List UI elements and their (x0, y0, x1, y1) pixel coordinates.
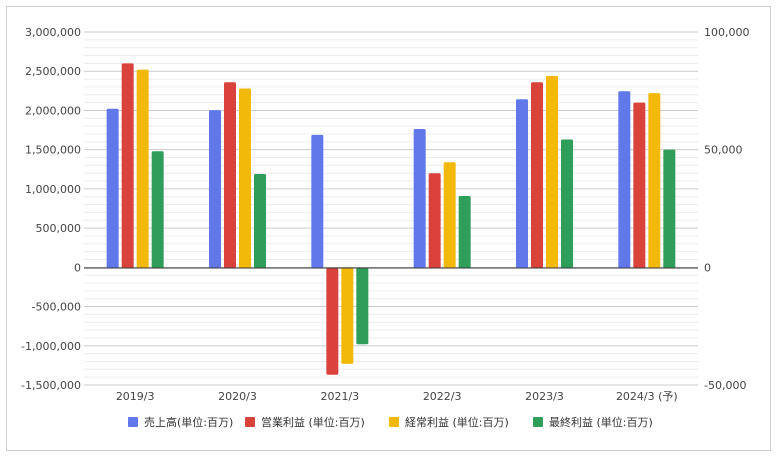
left-tick-label: 1,000,000 (25, 183, 81, 196)
bar-2-2021/3 (326, 268, 339, 375)
legend-label: 売上高(単位:百万) (144, 415, 233, 429)
bar-4-2019/3 (151, 151, 164, 268)
bar-3-2020/3 (239, 88, 251, 268)
bar-2-2024/3 (予) (633, 102, 646, 268)
left-tick-label: -1,500,000 (21, 379, 81, 392)
bar-1-2019/3 (106, 108, 119, 269)
x-tick-label: 2022/3 (423, 390, 462, 403)
x-tick-label: 2019/3 (116, 390, 155, 403)
x-tick-label: 2021/3 (320, 390, 359, 403)
left-tick-label: -1,000,000 (21, 340, 81, 353)
right-tick-label: 0 (704, 261, 711, 274)
left-axis-ticks: 3,000,000 2,500,000 2,000,000 1,500,000 1,00… (21, 26, 81, 392)
x-tick-label: 2020/3 (218, 390, 257, 403)
bars (106, 63, 676, 375)
bar-2-2022/3 (428, 173, 441, 268)
bar-4-2020/3 (254, 173, 266, 268)
legend-swatch (245, 417, 255, 427)
left-tick-label: -500,000 (32, 301, 81, 314)
legend: 売上高(単位:百万) 営業利益 (単位:百万) 経常利益 (単位:百万) 最終利益 (… (128, 415, 653, 429)
bar-1-2023/3 (516, 99, 528, 269)
left-tick-label: 1,500,000 (25, 144, 81, 157)
bar-1-2024/3 (予) (618, 91, 631, 268)
bar-4-2022/3 (458, 195, 471, 268)
bar-3-2023/3 (546, 75, 558, 268)
bar-4-2024/3 (予) (663, 149, 676, 268)
x-tick-label: 2023/3 (525, 390, 564, 403)
bar-4-2021/3 (356, 268, 369, 345)
bar-3-2021/3 (341, 268, 354, 364)
gridlines (84, 31, 698, 386)
left-tick-label: 3,000,000 (25, 26, 81, 39)
left-tick-label: 500,000 (36, 222, 82, 235)
x-tick-label: 2024/3 (予) (616, 390, 678, 403)
right-tick-label: -50,000 (704, 379, 746, 392)
legend-label: 最終利益 (単位:百万) (549, 415, 653, 429)
left-tick-label: 2,500,000 (25, 65, 81, 78)
left-tick-label: 2,000,000 (25, 104, 81, 117)
bar-1-2021/3 (311, 134, 324, 268)
right-tick-label: 100,000 (704, 26, 750, 39)
bar-4-2023/3 (561, 139, 573, 268)
bar-2-2023/3 (531, 82, 543, 269)
left-tick-label: 0 (74, 261, 81, 274)
bar-2-2020/3 (224, 82, 236, 269)
bar-3-2019/3 (136, 69, 149, 268)
legend-swatch (389, 417, 399, 427)
right-tick-label: 50,000 (704, 144, 743, 157)
bar-3-2022/3 (443, 162, 456, 268)
x-axis-ticks: 2019/3 2020/3 2021/3 2022/3 2023/3 2024/3 (予) (116, 390, 678, 403)
bar-1-2022/3 (413, 128, 426, 268)
legend-label: 経常利益 (単位:百万) (405, 415, 509, 429)
legend-swatch (128, 417, 138, 427)
bar-1-2020/3 (209, 110, 221, 268)
legend-label: 営業利益 (単位:百万) (261, 415, 365, 429)
right-axis-ticks: 100,000 50,000 0 -50,000 (704, 26, 750, 392)
bar-3-2024/3 (予) (648, 93, 661, 268)
legend-swatch (533, 417, 543, 427)
bar-2-2019/3 (121, 63, 134, 268)
